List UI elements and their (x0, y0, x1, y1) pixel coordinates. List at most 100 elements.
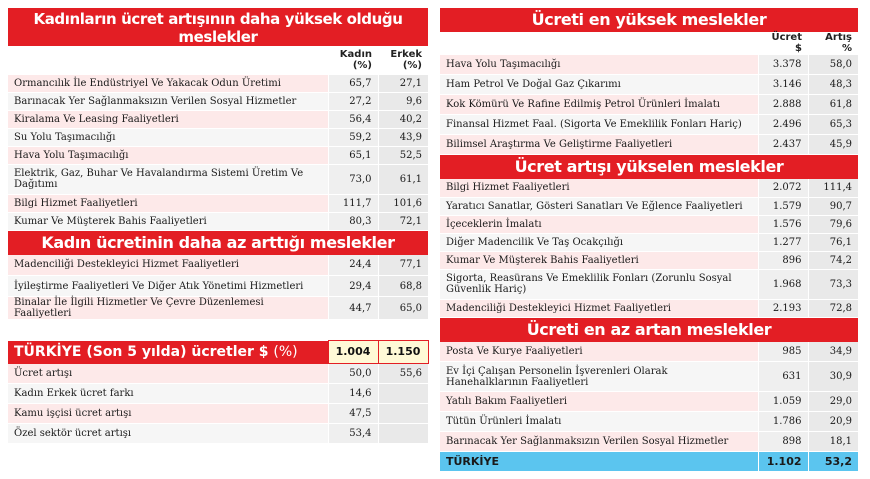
row-value: 2.437 (757, 134, 808, 155)
col-kadin: Kadın (%) (328, 46, 378, 75)
highest-wage-table: Ücret $ Artış % Hava Yolu Taşımacılığı 3.… (440, 32, 858, 155)
row-label: Hava Yolu Taşımacılığı (440, 54, 758, 75)
row-value: 1.277 (757, 233, 808, 252)
row-value: 898 (757, 431, 808, 452)
row-value: 61,1 (377, 164, 428, 195)
row-value: 80,3 (327, 212, 378, 231)
row-value: 14,6 (327, 383, 378, 404)
row-label: Kumar Ve Müşterek Bahis Faaliyetleri (8, 212, 328, 231)
table-row: Bilgi Hizmet Faaliyetleri 111,7 101,6 (8, 194, 428, 213)
turkey-total-wage: 1.102 (757, 451, 808, 472)
table-row: Tütün Ürünleri İmalatı 1.786 20,9 (440, 411, 858, 432)
row-value: 30,9 (807, 361, 858, 392)
row-label: Bilgi Hizmet Faaliyetleri (440, 179, 758, 198)
women-higher-raise-table: Kadın (%) Erkek (%) Ormancılık İle Endüs… (8, 46, 428, 231)
left-column: Kadınların ücret artışının daha yüksek o… (8, 8, 429, 444)
row-value: 45,9 (807, 134, 858, 155)
row-value: 50,0 (327, 363, 378, 384)
row-value: 65,7 (327, 74, 378, 93)
row-value: 1.576 (757, 215, 808, 234)
row-value: 48,3 (807, 74, 858, 95)
row-value: 3.378 (757, 54, 808, 75)
row-value: 65,0 (377, 296, 428, 320)
row-value: 24,4 (327, 254, 378, 276)
col-erkek: Erkek (%) (378, 46, 428, 75)
turkey-summary-table: TÜRKİYE (Son 5 yılda) ücretler $ (%) 1.0… (8, 340, 429, 444)
row-label: Ormancılık İle Endüstriyel Ve Yakacak Od… (8, 74, 328, 93)
row-label: Kamu işçisi ücret artışı (8, 403, 328, 424)
row-label: Su Yolu Taşımacılığı (8, 128, 328, 147)
table-row: Kumar Ve Müşterek Bahis Faaliyetleri 80,3… (8, 212, 428, 231)
row-value: 1.786 (757, 411, 808, 432)
table-row: Yaratıcı Sanatlar, Gösteri Sanatları Ve … (440, 197, 858, 216)
table-row: Bilimsel Araştırma Ve Geliştirme Faaliye… (440, 134, 858, 155)
row-label: Elektrik, Gaz, Buhar Ve Havalandırma Sis… (8, 164, 328, 195)
row-value: 73,3 (807, 269, 858, 300)
table-row: Kok Kömürü Ve Rafine Edilmiş Petrol Ürün… (440, 94, 858, 115)
row-label: Ham Petrol Ve Doğal Gaz Çıkarımı (440, 74, 758, 95)
table-row: Hava Yolu Taşımacılığı 3.378 58,0 (440, 54, 858, 75)
table-row: Ham Petrol Ve Doğal Gaz Çıkarımı 3.146 48,… (440, 74, 858, 95)
table-row: Kumar Ve Müşterek Bahis Faaliyetleri 896 7… (440, 251, 858, 270)
row-value: 896 (757, 251, 808, 270)
row-value: 61,8 (807, 94, 858, 115)
row-label: İçeceklerin İmalatı (440, 215, 758, 234)
table-row: Hava Yolu Taşımacılığı 65,1 52,5 (8, 146, 428, 165)
row-value (377, 383, 428, 404)
table-row: Kadın Erkek ücret farkı 14,6 (8, 383, 428, 404)
turkey-summary-kadin-wage: 1.004 (327, 340, 379, 364)
row-value: 53,4 (327, 423, 378, 444)
row-value: 631 (757, 361, 808, 392)
row-value: 68,8 (377, 275, 428, 297)
row-value: 40,2 (377, 110, 428, 129)
row-value: 111,4 (807, 179, 858, 198)
table-row: Elektrik, Gaz, Buhar Ve Havalandırma Sis… (8, 164, 428, 195)
row-value: 52,5 (377, 146, 428, 165)
row-value: 55,6 (377, 363, 428, 384)
row-label: Tütün Ürünleri İmalatı (440, 411, 758, 432)
row-label: Kiralama Ve Leasing Faaliyetleri (8, 110, 328, 129)
table-row: Diğer Madencilik Ve Taş Ocakçılığı 1.277 7… (440, 233, 858, 252)
women-higher-raise-header: Kadınların ücret artışının daha yüksek o… (8, 8, 428, 46)
row-value: 27,1 (377, 74, 428, 93)
row-label: Posta Ve Kurye Faaliyetleri (440, 341, 758, 362)
row-value: 2.072 (757, 179, 808, 198)
table-row: Finansal Hizmet Faal. (Sigorta Ve Emekli… (440, 114, 858, 135)
lowest-raise-table: Posta Ve Kurye Faaliyetleri 985 34,9 Ev İçi… (440, 341, 858, 472)
row-value: 72,1 (377, 212, 428, 231)
table-row: Madenciliği Destekleyici Hizmet Faaliyet… (8, 254, 428, 276)
row-value: 79,6 (807, 215, 858, 234)
row-value (377, 423, 428, 444)
row-value: 2.193 (757, 299, 808, 318)
table-row: Kamu işçisi ücret artışı 47,5 (8, 403, 428, 424)
table-row: İçeceklerin İmalatı 1.576 79,6 (440, 215, 858, 234)
row-value: 1.579 (757, 197, 808, 216)
row-label: Barınacak Yer Sağlanmaksızın Verilen Sos… (440, 431, 758, 452)
row-label: Ücret artışı (8, 363, 328, 384)
row-label: Diğer Madencilik Ve Taş Ocakçılığı (440, 233, 758, 252)
table-row: Ev İçi Çalışan Personelin İşverenleri Ol… (440, 361, 858, 392)
table-row: Ormancılık İle Endüstriyel Ve Yakacak Od… (8, 74, 428, 93)
col-ucret: Ücret $ (758, 32, 808, 55)
row-value: 44,7 (327, 296, 378, 320)
row-value: 18,1 (807, 431, 858, 452)
table-row: Yatılı Bakım Faaliyetleri 1.059 29,0 (440, 391, 858, 412)
table-row: Kiralama Ve Leasing Faaliyetleri 56,4 40,2 (8, 110, 428, 129)
table-row: Bilgi Hizmet Faaliyetleri 2.072 111,4 (440, 179, 858, 198)
row-value: 59,2 (327, 128, 378, 147)
row-value: 58,0 (807, 54, 858, 75)
row-value: 90,7 (807, 197, 858, 216)
row-value: 65,3 (807, 114, 858, 135)
row-label: Barınacak Yer Sağlanmaksızın Verilen Sos… (8, 92, 328, 111)
row-label: Kadın Erkek ücret farkı (8, 383, 328, 404)
row-value: 29,0 (807, 391, 858, 412)
row-label: Hava Yolu Taşımacılığı (8, 146, 328, 165)
row-value: 72,8 (807, 299, 858, 318)
row-label: Kumar Ve Müşterek Bahis Faaliyetleri (440, 251, 758, 270)
table-row: İyileştirme Faaliyetleri Ve Diğer Atık Y… (8, 275, 428, 297)
row-label: Bilgi Hizmet Faaliyetleri (8, 194, 328, 213)
highest-wage-header: Ücreti en yüksek meslekler (440, 8, 858, 32)
table-row: Posta Ve Kurye Faaliyetleri 985 34,9 (440, 341, 858, 362)
row-value: 9,6 (377, 92, 428, 111)
row-value: 77,1 (377, 254, 428, 276)
